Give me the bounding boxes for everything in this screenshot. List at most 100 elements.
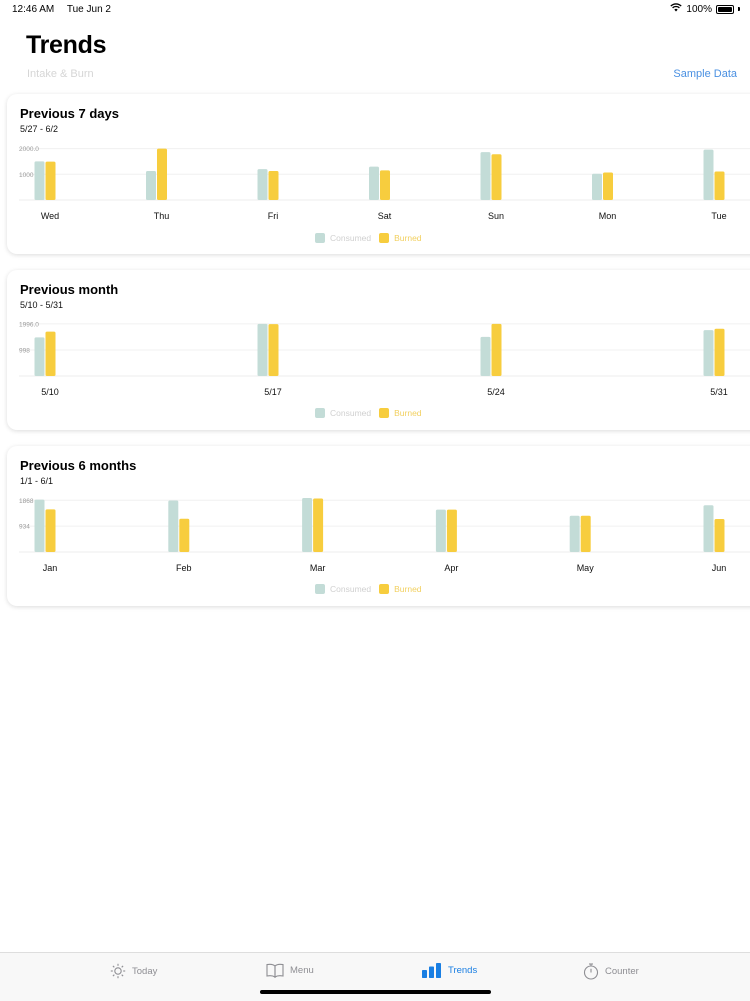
sample-data-button[interactable]: Sample Data <box>673 68 737 80</box>
card-date-range: 5/27 - 6/2 <box>20 124 59 134</box>
trend-card-6-months: Previous 6 months 1/1 - 6/1 1868 934 Jan Fe… <box>7 446 750 606</box>
bar-consumed <box>34 499 45 552</box>
bar-burned <box>157 148 167 200</box>
legend-burned-label: Burned <box>394 408 422 418</box>
bar-burned <box>446 509 457 552</box>
x-tick-label: 5/24 <box>487 387 505 397</box>
tab-today[interactable]: Today <box>110 963 157 979</box>
bar-consumed <box>257 169 268 200</box>
x-tick-label: 5/17 <box>264 387 282 397</box>
bar-burned <box>491 323 502 376</box>
tab-today-label: Today <box>132 965 158 977</box>
bar-consumed <box>302 498 313 552</box>
status-date: Tue Jun 2 <box>66 4 111 15</box>
tab-counter[interactable]: Counter <box>583 963 639 980</box>
legend-burned: Burned <box>379 408 422 418</box>
legend-consumed-label: Consumed <box>330 233 372 243</box>
bar-chart-icon <box>422 963 442 978</box>
bar-burned <box>714 328 725 376</box>
bar-burned <box>714 171 725 200</box>
wifi-icon <box>670 3 683 15</box>
y-tick-label: 998 <box>19 347 30 354</box>
legend-consumed-swatch <box>315 584 325 594</box>
legend-consumed: Consumed <box>315 584 371 594</box>
bar-consumed <box>592 173 602 200</box>
tab-trends[interactable]: Trends <box>422 963 477 978</box>
x-tick-label: Thu <box>154 211 170 221</box>
y-tick-label: 1996.0 <box>19 321 39 328</box>
bar-consumed <box>703 330 714 376</box>
bar-consumed <box>435 509 446 552</box>
bar-consumed <box>257 323 268 376</box>
x-tick-label: Mon <box>599 211 617 221</box>
bar-consumed <box>168 500 179 552</box>
tab-trends-label: Trends <box>448 965 478 976</box>
status-bar: 12:46 AM Tue Jun 2 100% <box>0 0 750 20</box>
legend-burned: Burned <box>379 584 422 594</box>
bar-burned <box>268 324 279 376</box>
bar-consumed <box>369 166 379 200</box>
x-tick-label: Feb <box>176 563 192 573</box>
tab-menu[interactable]: Menu <box>266 963 314 978</box>
x-tick-label: Mar <box>310 563 326 573</box>
page-title: Trends <box>26 31 107 59</box>
legend-consumed-swatch <box>315 233 325 243</box>
legend-consumed-label: Consumed <box>330 408 372 418</box>
card-date-range: 1/1 - 6/1 <box>20 476 54 486</box>
y-tick-label: 934 <box>19 524 30 531</box>
bar-consumed <box>569 515 580 552</box>
bar-chart-month: 1996.0 998 5/10 5/17 5/24 5/31 <box>19 321 750 397</box>
bar-chart-7-days: 2000.0 1000 Wed Thu Fri Sat Sun Mon Tue <box>19 146 750 221</box>
x-tick-label: 5/10 <box>41 387 59 397</box>
x-tick-label: May <box>577 563 595 573</box>
legend-consumed: Consumed <box>315 408 371 418</box>
battery-cap <box>738 7 740 11</box>
bar-burned <box>313 498 324 552</box>
tab-menu-label: Menu <box>290 965 314 976</box>
bar-consumed <box>34 337 45 376</box>
x-tick-label: Sat <box>378 211 392 221</box>
bar-chart-6-months: 1868 934 Jan Feb Mar Apr May Jun <box>19 498 750 573</box>
x-tick-label: Jan <box>43 563 58 573</box>
battery-percent: 100% <box>686 3 712 15</box>
x-tick-label: Tue <box>711 211 726 221</box>
bar-burned <box>491 154 502 200</box>
trend-card-7-days: Previous 7 days 5/27 - 6/2 2000.0 1000 Wed… <box>7 94 750 254</box>
bar-burned <box>45 509 56 552</box>
trend-card-month: Previous month 5/10 - 5/31 1996.0 998 5/10… <box>7 270 750 430</box>
bar-burned <box>380 170 390 200</box>
bar-burned <box>268 170 279 200</box>
bar-consumed <box>703 149 714 200</box>
legend-burned-swatch <box>379 233 390 243</box>
book-icon <box>266 963 284 978</box>
x-tick-label: Fri <box>268 211 279 221</box>
bar-burned <box>580 515 591 552</box>
card-date-range: 5/10 - 5/31 <box>20 300 64 310</box>
bar-burned <box>603 172 613 200</box>
x-tick-label: Sun <box>488 211 504 221</box>
legend-burned-swatch <box>379 408 390 418</box>
bar-burned <box>45 331 56 376</box>
legend-burned-swatch <box>379 584 390 594</box>
bar-consumed <box>480 152 491 200</box>
chart-legend: Consumed Burned <box>315 408 422 418</box>
chart-legend: Consumed Burned <box>315 584 422 594</box>
legend-burned-label: Burned <box>394 233 422 243</box>
home-indicator <box>260 990 491 994</box>
y-tick-label: 2000.0 <box>19 146 39 153</box>
battery-icon <box>716 4 734 14</box>
legend-burned: Burned <box>379 233 422 243</box>
card-title: Previous month <box>20 282 119 297</box>
status-time: 12:46 AM <box>12 4 55 15</box>
tab-counter-label: Counter <box>605 966 639 977</box>
x-tick-label: Wed <box>41 211 59 221</box>
sun-icon <box>110 963 126 979</box>
x-tick-label: 5/31 <box>710 387 728 397</box>
bar-consumed <box>480 336 491 376</box>
legend-consumed-swatch <box>315 408 325 418</box>
bar-burned <box>714 519 725 552</box>
legend-burned-label: Burned <box>394 584 422 594</box>
card-title: Previous 7 days <box>20 106 119 121</box>
legend-consumed-label: Consumed <box>330 584 372 594</box>
page-subtitle: Intake & Burn <box>27 68 94 80</box>
